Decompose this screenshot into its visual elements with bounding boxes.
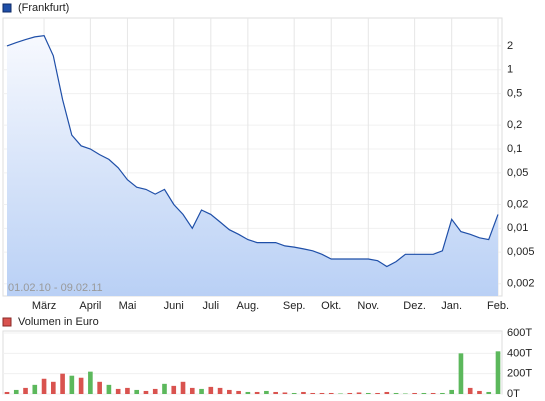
volume-bar xyxy=(412,392,417,394)
volume-bar xyxy=(365,392,371,394)
volume-bar xyxy=(143,390,149,394)
y-tick-label: 2 xyxy=(507,40,513,52)
y-tick-label: 0T xyxy=(507,388,520,400)
volume-bar xyxy=(282,392,288,394)
volume-bar xyxy=(236,390,241,394)
volume-bar xyxy=(32,384,38,394)
legend-label: (Frankfurt) xyxy=(18,2,69,14)
volume-bar xyxy=(301,391,306,394)
period-label: 01.02.10 - 09.02.11 xyxy=(8,282,103,294)
volume-bar xyxy=(384,391,390,394)
x-tick-label: Dez. xyxy=(403,300,426,312)
volume-bar xyxy=(403,393,408,394)
volume-bar xyxy=(273,391,278,394)
volume-bar xyxy=(338,393,343,394)
price-line xyxy=(6,34,499,268)
volume-bar xyxy=(41,378,47,394)
y-tick-label: 0,1 xyxy=(507,143,522,155)
volume-bar xyxy=(254,391,260,394)
y-tick-label: 0,2 xyxy=(507,119,522,131)
x-tick-label: Jan. xyxy=(441,300,462,312)
volume-bar xyxy=(125,387,130,394)
volume-bar xyxy=(78,377,84,394)
legend-label: Volumen in Euro xyxy=(18,316,99,328)
price-area xyxy=(7,35,498,296)
volume-bar xyxy=(13,389,19,394)
x-tick-label: Feb. xyxy=(487,300,509,312)
y-tick-label: 0,02 xyxy=(507,198,528,210)
y-tick-label: 0,5 xyxy=(507,88,522,100)
x-tick-label: Aug. xyxy=(237,300,260,312)
y-tick-label: 0,005 xyxy=(507,246,535,258)
volume-bar xyxy=(356,392,362,394)
x-tick-label: Mai xyxy=(119,300,137,312)
legend-swatch xyxy=(2,3,12,13)
x-tick-label: Sep. xyxy=(283,300,306,312)
volume-bar xyxy=(134,389,140,394)
volume-bar xyxy=(208,386,214,394)
x-tick-label: März xyxy=(32,300,56,312)
plot-frame xyxy=(2,330,503,395)
y-tick-label: 400T xyxy=(507,347,532,359)
volume-bar xyxy=(319,392,325,394)
volume-bar xyxy=(264,390,269,394)
volume-bar xyxy=(477,390,482,394)
volume-bar xyxy=(171,385,177,394)
volume-bar xyxy=(162,383,167,394)
volume-bar xyxy=(440,392,445,394)
volume-bar xyxy=(88,371,93,394)
y-tick-label: 600T xyxy=(507,327,532,339)
volume-bar xyxy=(97,381,102,394)
y-tick-label: 0,05 xyxy=(507,167,528,179)
volume-bar xyxy=(189,387,195,394)
volume-bar xyxy=(199,388,204,394)
legend-swatch xyxy=(2,317,12,327)
volume-bar xyxy=(69,375,75,394)
x-tick-label: April xyxy=(79,300,101,312)
volume-bar xyxy=(393,392,399,394)
x-tick-label: Juli xyxy=(203,300,220,312)
x-tick-label: Nov. xyxy=(357,300,379,312)
y-tick-label: 0,01 xyxy=(507,222,528,234)
volume-bar xyxy=(245,391,251,394)
volume-bar xyxy=(347,392,353,394)
y-tick-label: 200T xyxy=(507,368,532,380)
volume-bar xyxy=(4,391,10,394)
x-tick-label: Juni xyxy=(164,300,184,312)
x-tick-label: Okt. xyxy=(321,300,341,312)
volume-bar xyxy=(227,389,232,394)
y-tick-label: 0,002 xyxy=(507,278,535,290)
volume-bar xyxy=(217,387,223,394)
y-tick-label: 1 xyxy=(507,64,513,76)
volume-bar xyxy=(152,388,158,394)
volume-bar xyxy=(449,389,454,394)
volume-bar xyxy=(180,381,186,394)
volume-bar xyxy=(291,392,297,394)
volume-bar xyxy=(467,387,473,394)
volume-bar xyxy=(115,388,121,394)
volume-bar xyxy=(430,392,436,394)
volume-bar xyxy=(458,353,464,394)
volume-bar xyxy=(421,392,427,394)
volume-bar xyxy=(23,387,28,394)
volume-bar xyxy=(106,384,112,394)
volume-bar xyxy=(495,351,501,394)
volume-bar xyxy=(310,392,316,394)
volume-bar xyxy=(51,381,56,394)
volume-bar xyxy=(486,391,492,394)
volume-bar xyxy=(60,373,65,394)
volume-bar xyxy=(328,392,334,394)
volume-bar xyxy=(375,392,380,394)
